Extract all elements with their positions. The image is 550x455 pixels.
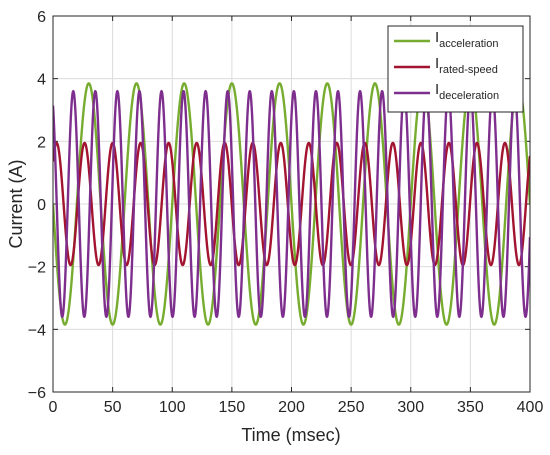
x-tick-label: 300 <box>397 399 424 416</box>
legend-entry: Iacceleration <box>435 29 499 50</box>
y-axis-label: Current (A) <box>6 159 26 248</box>
y-tick-labels: −6 −4 −2 0 2 4 6 <box>28 9 46 402</box>
y-tick-label: −4 <box>28 322 46 339</box>
y-tick-label: 0 <box>37 197 46 214</box>
x-tick-labels: 0 50 100 150 200 250 300 350 400 <box>49 399 544 416</box>
x-tick-label: 0 <box>49 399 58 416</box>
x-tick-label: 350 <box>457 399 484 416</box>
x-tick-label: 150 <box>219 399 246 416</box>
legend-entry-subscript: acceleration <box>439 38 498 50</box>
x-tick-label: 200 <box>278 399 305 416</box>
legend-entry: Ideceleration <box>435 81 499 102</box>
y-tick-label: −6 <box>28 385 46 402</box>
plot-frame <box>52 15 531 393</box>
y-tick-label: 4 <box>37 72 46 89</box>
y-tick-label: −2 <box>28 260 46 277</box>
legend-entry-subscript: rated-speed <box>439 64 498 76</box>
legend-entry-subscript: deceleration <box>439 90 499 102</box>
legend-entry-name: I <box>435 29 439 46</box>
legend-entry-name: I <box>435 81 439 98</box>
legend-entry: Irated-speed <box>435 55 498 76</box>
y-tick-label: 6 <box>37 9 46 26</box>
x-tick-label: 50 <box>104 399 122 416</box>
legend-entry-name: I <box>435 55 439 72</box>
y-tick-label: 2 <box>37 134 46 151</box>
x-tick-label: 400 <box>517 399 544 416</box>
x-tick-label: 250 <box>338 399 365 416</box>
x-tick-label: 100 <box>159 399 186 416</box>
series-line-acceleration <box>53 82 530 326</box>
x-axis-label: Time (msec) <box>241 425 340 445</box>
